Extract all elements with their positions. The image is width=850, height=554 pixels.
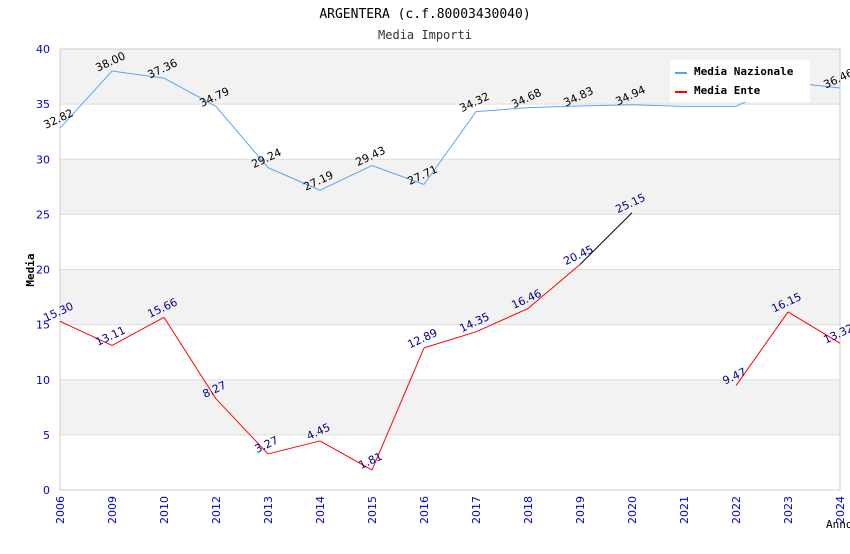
chart-subtitle: Media Importi [378, 28, 472, 42]
series-segment [59, 320, 113, 346]
series-segment [267, 167, 321, 191]
x-tick-label: 2022 [730, 496, 743, 524]
data-label: 13.32 [821, 321, 850, 346]
y-tick-label: 5 [43, 429, 50, 442]
x-tick-label: 2021 [678, 496, 691, 524]
series-segment [579, 212, 633, 265]
x-tick-label: 2023 [782, 496, 795, 524]
series-segment [579, 104, 633, 107]
series-segment [267, 440, 321, 455]
x-tick-label: 2009 [106, 496, 119, 524]
data-label: 20.45 [561, 243, 595, 268]
x-tick-label: 2019 [574, 496, 587, 524]
series-segment [215, 106, 269, 168]
x-tick-label: 2014 [314, 496, 327, 524]
plot-border [59, 48, 841, 491]
series-segment [111, 70, 165, 79]
legend-label-ente: Media Ente [694, 84, 761, 97]
series-segment [319, 165, 373, 191]
series-segment [371, 165, 425, 185]
y-tick-label: 0 [43, 484, 50, 497]
x-tick-label: 2016 [418, 496, 431, 524]
grid-band [60, 379, 840, 435]
series-segment [163, 77, 217, 107]
series-segment [163, 317, 217, 400]
series-segment [527, 264, 581, 309]
chart-title: ARGENTERA (c.f.80003430040) [319, 7, 530, 22]
legend-label-nazionale: Media Nazionale [694, 65, 794, 78]
series-segment [787, 311, 841, 344]
x-axis-label: Anno [826, 518, 850, 531]
y-axis-label: Media [24, 253, 37, 286]
x-tick-label: 2024 [834, 496, 847, 524]
x-tick-label: 2020 [626, 496, 639, 524]
x-tick-label: 2013 [262, 496, 275, 524]
series-segment [475, 107, 529, 113]
y-tick-label: 35 [36, 98, 50, 111]
y-tick-label: 40 [36, 43, 50, 56]
x-tick-label: 2018 [522, 496, 535, 524]
series-segment [59, 70, 113, 129]
data-label: 1.81 [357, 450, 385, 472]
series-segment [215, 398, 269, 455]
data-label: 12.89 [405, 326, 439, 351]
series-segment [631, 104, 685, 107]
series-segment [371, 347, 425, 471]
grid-band [60, 159, 840, 215]
x-tick-label: 2012 [210, 496, 223, 524]
x-tick-label: 2010 [158, 496, 171, 524]
series-segment [475, 308, 529, 333]
series-segment [527, 105, 581, 109]
series-segment [111, 316, 165, 346]
y-tick-label: 25 [36, 208, 50, 221]
y-tick-label: 10 [36, 374, 50, 387]
x-tick-label: 2015 [366, 496, 379, 524]
series-segment [423, 331, 477, 349]
y-tick-label: 15 [36, 319, 50, 332]
x-tick-label: 2017 [470, 496, 483, 524]
y-tick-label: 30 [36, 153, 50, 166]
series-segment [423, 111, 477, 185]
grid-band [60, 269, 840, 325]
y-tick-label: 20 [36, 264, 50, 277]
series-segment [319, 440, 373, 471]
legend: Media Nazionale Media Ente [670, 60, 810, 102]
series-segment [735, 311, 789, 386]
x-tick-label: 2006 [54, 496, 67, 524]
